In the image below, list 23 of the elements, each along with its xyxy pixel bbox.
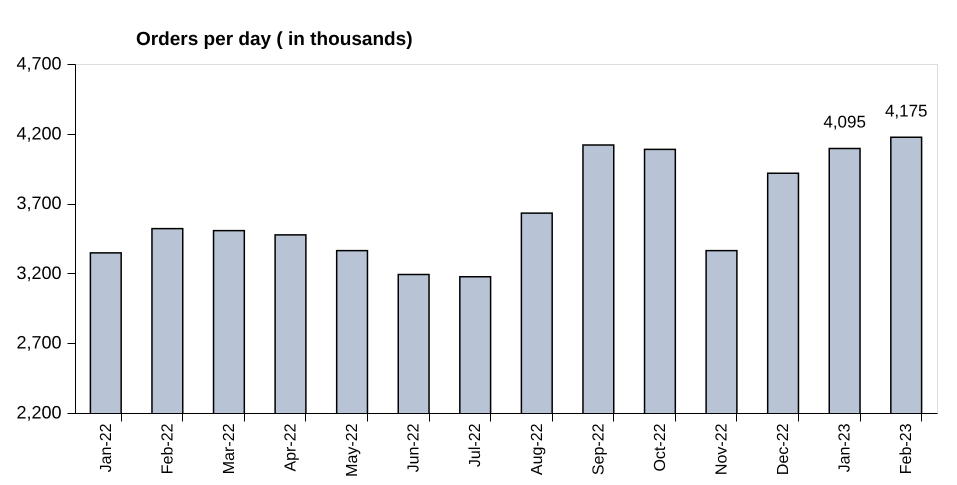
y-tick-label: 4,200 [16,123,62,144]
x-tick-label: Sep-22 [590,423,608,476]
x-tick-label: Feb-22 [159,423,176,474]
x-tick-label: Jan-23 [836,423,854,472]
x-tick-label: Jan-22 [98,423,115,472]
x-tick-label: Jun-22 [406,423,423,472]
x-tick-label: Mar-22 [220,423,238,474]
data-label: 4,175 [884,101,928,120]
y-tick-label: 3,200 [16,262,62,283]
x-tick-label: Feb-23 [898,423,916,474]
y-tick-label: 3,700 [16,193,62,214]
x-tick-label: Aug-22 [528,423,546,476]
chart-title: Orders per day ( in thousands) [136,29,413,50]
x-tick-label: Apr-22 [282,423,300,472]
x-tick-label: May-22 [344,423,362,477]
x-tick-label: Dec-22 [775,423,792,476]
y-tick-label: 2,700 [16,332,62,353]
x-tick-label: Nov-22 [714,423,730,476]
x-tick-label: Oct-22 [652,423,669,472]
x-tick-label: Jul-22 [467,423,484,468]
y-tick-label: 4,700 [16,54,62,74]
data-label: 4,095 [823,112,866,132]
y-tick-label: 2,200 [16,402,62,422]
